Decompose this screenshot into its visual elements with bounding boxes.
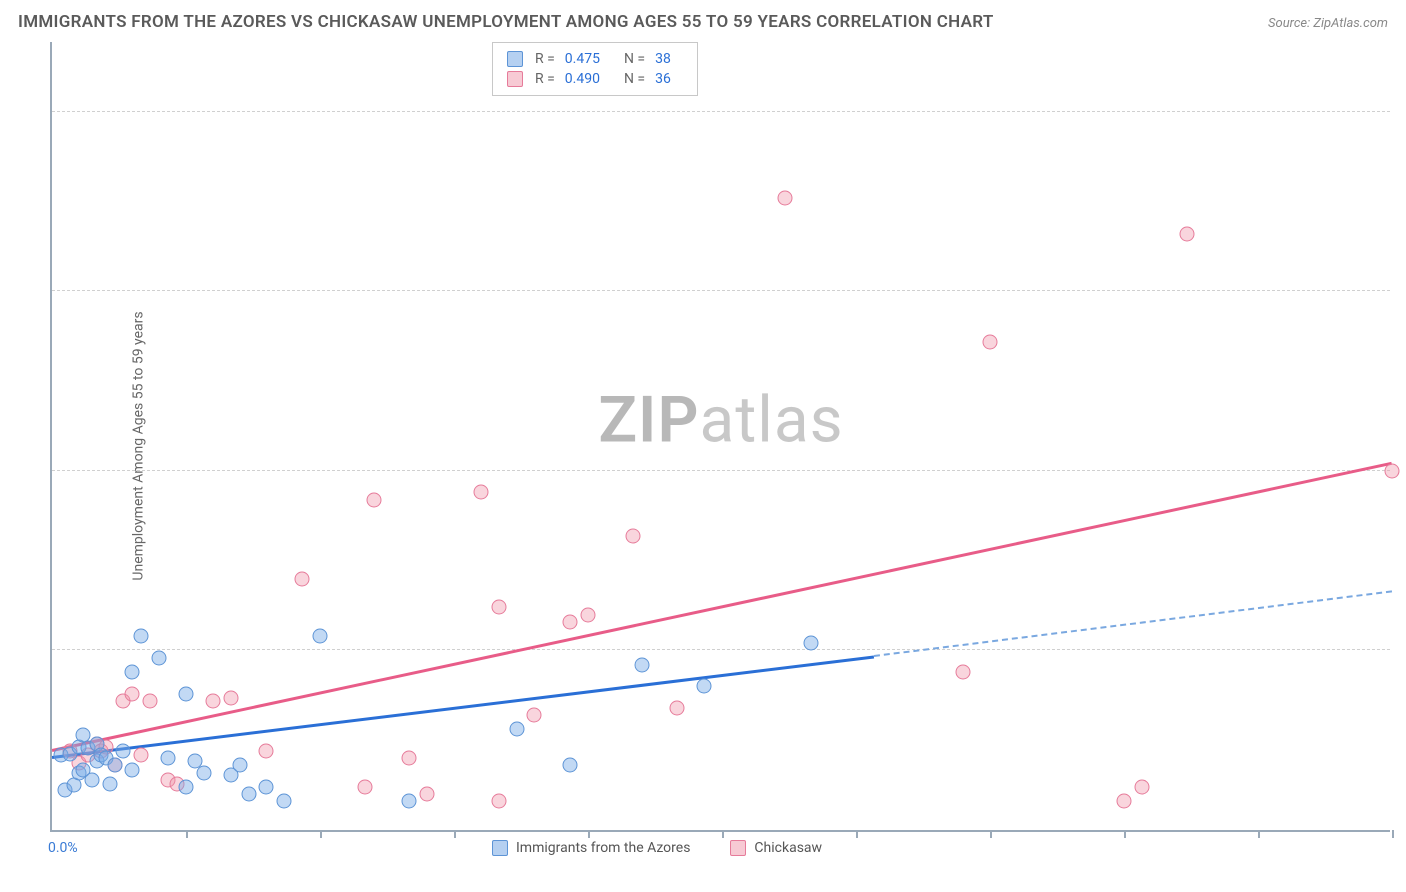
scatter-point-series-b <box>473 485 488 500</box>
trendline-series-b <box>52 461 1393 751</box>
scatter-point-series-b <box>670 700 685 715</box>
stats-legend-box: R = 0.475 N = 38 R = 0.490 N = 36 <box>492 42 698 96</box>
scatter-point-series-a <box>259 779 274 794</box>
scatter-point-series-b <box>527 708 542 723</box>
scatter-point-series-b <box>983 334 998 349</box>
scatter-point-series-b <box>563 614 578 629</box>
x-tick <box>588 830 590 838</box>
x-tick <box>186 830 188 838</box>
scatter-point-series-a <box>152 650 167 665</box>
scatter-point-series-b <box>420 787 435 802</box>
trendline-series-a <box>52 655 874 758</box>
source-attribution: Source: ZipAtlas.com <box>1268 16 1388 31</box>
scatter-point-series-a <box>697 679 712 694</box>
scatter-point-series-a <box>161 751 176 766</box>
scatter-point-series-a <box>232 758 247 773</box>
stat-r-label: R = <box>535 71 555 87</box>
scatter-point-series-a <box>804 636 819 651</box>
gridline-horizontal <box>52 649 1390 650</box>
legend-label: Chickasaw <box>754 840 822 856</box>
scatter-point-series-a <box>179 779 194 794</box>
scatter-point-series-b <box>491 600 506 615</box>
gridline-horizontal <box>52 290 1390 291</box>
stat-n-label: N = <box>624 51 645 67</box>
swatch-icon <box>492 840 508 856</box>
swatch-icon <box>507 71 523 87</box>
scatter-point-series-a <box>196 765 211 780</box>
scatter-point-series-a <box>107 758 122 773</box>
legend-item: Chickasaw <box>730 840 822 856</box>
stat-n-value: 36 <box>655 71 671 87</box>
scatter-point-series-b <box>295 571 310 586</box>
scatter-point-series-b <box>491 794 506 809</box>
legend-label: Immigrants from the Azores <box>516 840 690 856</box>
x-tick <box>722 830 724 838</box>
scatter-point-series-b <box>956 665 971 680</box>
scatter-point-series-b <box>259 744 274 759</box>
scatter-point-series-b <box>366 492 381 507</box>
swatch-icon <box>730 840 746 856</box>
scatter-point-series-b <box>625 528 640 543</box>
scatter-point-series-a <box>241 787 256 802</box>
scatter-point-series-b <box>1134 779 1149 794</box>
scatter-point-series-b <box>777 191 792 206</box>
scatter-point-series-b <box>143 693 158 708</box>
scatter-point-series-b <box>223 690 238 705</box>
trendline-series-a-extrapolated <box>874 591 1392 658</box>
stat-n-value: 38 <box>655 51 671 67</box>
scatter-point-series-a <box>402 794 417 809</box>
stat-r-value: 0.475 <box>565 51 600 67</box>
scatter-point-series-b <box>581 607 596 622</box>
x-tick <box>856 830 858 838</box>
scatter-point-series-a <box>67 778 82 793</box>
x-axis-min-label: 0.0% <box>48 840 78 856</box>
scatter-point-series-b <box>402 751 417 766</box>
scatter-point-series-a <box>125 762 140 777</box>
stats-row: R = 0.475 N = 38 <box>507 49 683 69</box>
scatter-point-series-b <box>205 693 220 708</box>
scatter-point-series-a <box>179 686 194 701</box>
series-legend: Immigrants from the Azores Chickasaw <box>492 840 822 856</box>
x-tick <box>1124 830 1126 838</box>
x-tick <box>1258 830 1260 838</box>
scatter-point-series-a <box>634 657 649 672</box>
stat-n-label: N = <box>624 71 645 87</box>
stat-r-value: 0.490 <box>565 71 600 87</box>
legend-item: Immigrants from the Azores <box>492 840 690 856</box>
stats-row: R = 0.490 N = 36 <box>507 69 683 89</box>
watermark-zip: ZIP <box>598 383 699 458</box>
scatter-point-series-a <box>277 794 292 809</box>
x-tick <box>990 830 992 838</box>
scatter-point-series-a <box>85 772 100 787</box>
scatter-point-series-b <box>1179 226 1194 241</box>
scatter-point-series-b <box>1117 794 1132 809</box>
chart-title: IMMIGRANTS FROM THE AZORES VS CHICKASAW … <box>18 12 994 32</box>
scatter-plot-area: ZIPatlas R = 0.475 N = 38 R = 0.490 N = … <box>50 42 1390 832</box>
scatter-point-series-a <box>125 665 140 680</box>
scatter-point-series-a <box>134 629 149 644</box>
gridline-horizontal <box>52 111 1390 112</box>
scatter-point-series-b <box>357 779 372 794</box>
gridline-horizontal <box>52 470 1390 471</box>
scatter-point-series-b <box>1385 463 1400 478</box>
scatter-point-series-a <box>103 777 118 792</box>
scatter-point-series-a <box>563 758 578 773</box>
scatter-point-series-b <box>125 686 140 701</box>
watermark-text: ZIPatlas <box>598 383 843 458</box>
stat-r-label: R = <box>535 51 555 67</box>
scatter-point-series-a <box>116 744 131 759</box>
x-tick <box>320 830 322 838</box>
x-tick <box>1392 830 1394 838</box>
scatter-point-series-a <box>313 629 328 644</box>
watermark-atlas: atlas <box>700 383 844 458</box>
scatter-point-series-a <box>509 722 524 737</box>
x-tick <box>454 830 456 838</box>
swatch-icon <box>507 51 523 67</box>
scatter-point-series-b <box>134 748 149 763</box>
